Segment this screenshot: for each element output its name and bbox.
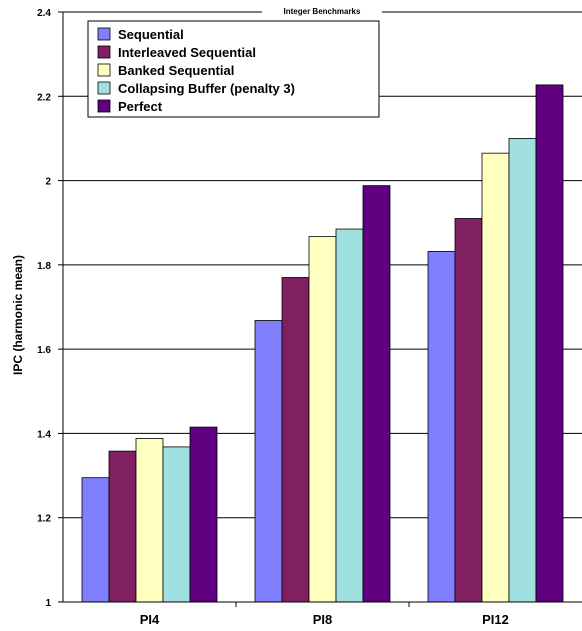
bar-pi4-series-2 bbox=[135, 438, 164, 603]
y-tick-label: 2.2 bbox=[37, 92, 51, 103]
legend-box bbox=[87, 20, 380, 118]
y-tick-label: 2.4 bbox=[37, 8, 51, 19]
bar-pi4-series-4 bbox=[189, 426, 218, 603]
y-tick-label: 1.6 bbox=[37, 345, 51, 356]
bar-pi12-series-1 bbox=[454, 218, 483, 603]
legend-label: Interleaved Sequential bbox=[118, 45, 256, 60]
legend-label: Sequential bbox=[118, 27, 184, 42]
x-category-label: PI8 bbox=[313, 612, 333, 627]
bar-pi12-series-0 bbox=[427, 250, 456, 603]
bar-pi8-series-2 bbox=[308, 236, 337, 603]
legend-swatch bbox=[97, 63, 111, 77]
bars bbox=[81, 84, 564, 603]
y-tick-label: 1.2 bbox=[37, 514, 51, 525]
legend-swatch bbox=[97, 45, 111, 59]
y-tick-label: 1.4 bbox=[37, 429, 51, 440]
bar-pi12-series-2 bbox=[481, 152, 510, 603]
legend-swatch bbox=[97, 99, 111, 113]
bar-pi12-series-4 bbox=[535, 84, 564, 603]
bar-pi4-series-1 bbox=[108, 450, 137, 603]
y-tick-label: 1.8 bbox=[37, 261, 51, 272]
bar-pi8-series-4 bbox=[362, 185, 391, 603]
axes bbox=[62, 12, 582, 607]
chart-title-group: Integer Benchmarks bbox=[262, 5, 382, 18]
legend: Sequential Interleaved Sequential Banked S… bbox=[87, 20, 380, 118]
bar-pi4-series-3 bbox=[162, 446, 191, 603]
y-tick-label: 2 bbox=[45, 177, 51, 188]
bar-pi8-series-3 bbox=[335, 228, 364, 603]
x-category-label: PI4 bbox=[140, 612, 160, 627]
legend-swatch bbox=[97, 81, 111, 95]
legend-label: Banked Sequential bbox=[118, 63, 234, 78]
x-category-label: PI12 bbox=[482, 612, 509, 627]
bar-pi12-series-3 bbox=[508, 138, 537, 603]
x-category-labels: PI4 PI8 PI12 bbox=[140, 612, 509, 627]
legend-swatch bbox=[97, 27, 111, 41]
bar-pi4-series-0 bbox=[81, 477, 110, 603]
legend-label: Collapsing Buffer (penalty 3) bbox=[118, 81, 295, 96]
legend-label: Perfect bbox=[118, 99, 163, 114]
y-tick-label: 1 bbox=[45, 598, 51, 609]
y-tick-labels: 1 1.2 1.4 1.6 1.8 2 2.2 2.4 bbox=[37, 8, 51, 609]
bar-pi8-series-1 bbox=[281, 277, 310, 603]
bar-pi8-series-0 bbox=[254, 320, 283, 603]
y-axis-label: IPC (harmonic mean) bbox=[11, 255, 25, 375]
chart-title: Integer Benchmarks bbox=[284, 7, 361, 16]
